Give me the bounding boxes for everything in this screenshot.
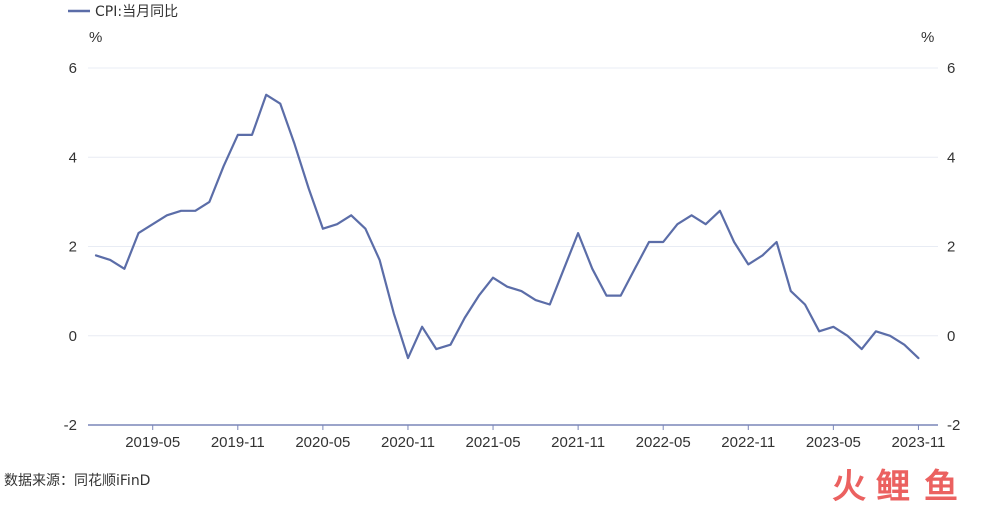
series-layer <box>94 93 920 360</box>
x-tick-label: 2023-11 <box>891 434 945 451</box>
right-axis-unit: % <box>921 29 934 46</box>
data-point <box>605 294 609 298</box>
data-point <box>278 102 282 106</box>
y-tick-left: 4 <box>69 149 77 166</box>
data-point <box>690 213 694 217</box>
data-point <box>746 262 750 266</box>
x-tick-label: 2022-11 <box>721 434 775 451</box>
data-point <box>321 227 325 231</box>
y-tick-right: 6 <box>947 60 955 77</box>
data-point <box>137 231 141 235</box>
data-point <box>94 253 98 257</box>
y-tick-left: 0 <box>69 328 77 345</box>
watermark-char-2: 鲤 <box>876 467 910 507</box>
data-point <box>207 200 211 204</box>
data-point <box>449 343 453 347</box>
data-point <box>675 222 679 226</box>
data-point <box>888 334 892 338</box>
data-point <box>491 276 495 280</box>
data-point <box>619 294 623 298</box>
source-note: 数据来源：同花顺iFinD <box>4 473 151 489</box>
x-tick-label: 2019-11 <box>211 434 265 451</box>
grid-lines <box>88 67 938 337</box>
y-tick-left: 6 <box>69 60 77 77</box>
data-point <box>562 267 566 271</box>
data-point <box>633 267 637 271</box>
legend-label: CPI:当月同比 <box>95 4 178 20</box>
watermark-char-3: 鱼 <box>924 467 958 507</box>
data-point <box>151 222 155 226</box>
data-point <box>718 209 722 213</box>
x-tick-label: 2023-05 <box>806 434 861 451</box>
data-point <box>392 311 396 315</box>
data-point <box>222 164 226 168</box>
data-point <box>420 325 424 329</box>
data-point <box>661 240 665 244</box>
data-point <box>335 222 339 226</box>
data-point <box>534 298 538 302</box>
y-tick-left: -2 <box>64 417 77 434</box>
data-point <box>122 267 126 271</box>
data-point <box>590 267 594 271</box>
data-point <box>576 231 580 235</box>
data-point <box>264 93 268 97</box>
data-point <box>434 347 438 351</box>
x-tick-label: 2020-11 <box>381 434 435 451</box>
x-tick-label: 2021-11 <box>551 434 605 451</box>
y-tick-left: 2 <box>69 239 77 256</box>
y-tick-right: 0 <box>947 328 955 345</box>
data-point <box>902 343 906 347</box>
data-point <box>647 240 651 244</box>
left-axis-ticks: 6 4 2 0 -2 <box>64 60 77 434</box>
data-point <box>732 240 736 244</box>
data-point <box>505 285 509 289</box>
data-point <box>250 133 254 137</box>
x-tick-label: 2020-05 <box>295 434 350 451</box>
data-point <box>548 303 552 307</box>
y-tick-right: 2 <box>947 239 955 256</box>
data-point <box>406 356 410 360</box>
legend[interactable]: CPI:当月同比 <box>68 4 178 20</box>
right-axis-ticks: 6 4 2 0 -2 <box>947 60 960 434</box>
x-tick-label: 2022-05 <box>636 434 691 451</box>
x-tick-label: 2021-05 <box>466 434 521 451</box>
x-axis-ticks: 2019-05 2019-11 2020-05 2020-11 2021-05 2021-… <box>125 425 945 451</box>
data-point <box>293 142 297 146</box>
y-tick-right: -2 <box>947 417 960 434</box>
data-point <box>165 213 169 217</box>
data-point <box>803 303 807 307</box>
data-point <box>860 347 864 351</box>
data-point <box>477 294 481 298</box>
data-point <box>916 356 920 360</box>
data-point <box>363 227 367 231</box>
data-point <box>704 222 708 226</box>
watermark-char-1: 火 <box>832 467 866 507</box>
data-point <box>789 289 793 293</box>
left-axis-unit: % <box>89 29 102 46</box>
data-point <box>307 187 311 191</box>
x-tick-label: 2019-05 <box>125 434 180 451</box>
data-point <box>519 289 523 293</box>
data-point <box>108 258 112 262</box>
data-point <box>463 316 467 320</box>
series-line-cpi <box>94 93 920 360</box>
data-point <box>378 258 382 262</box>
data-point <box>236 133 240 137</box>
data-point <box>179 209 183 213</box>
data-point <box>761 253 765 257</box>
data-point <box>817 329 821 333</box>
data-point <box>831 325 835 329</box>
data-point <box>193 209 197 213</box>
data-point <box>874 329 878 333</box>
data-point <box>775 240 779 244</box>
watermark-graphic: 火 鲤 鱼 <box>832 467 958 507</box>
y-tick-right: 4 <box>947 149 955 166</box>
data-point <box>846 334 850 338</box>
data-point <box>349 213 353 217</box>
watermark-logo: 火 鲤 鱼 <box>832 458 992 508</box>
